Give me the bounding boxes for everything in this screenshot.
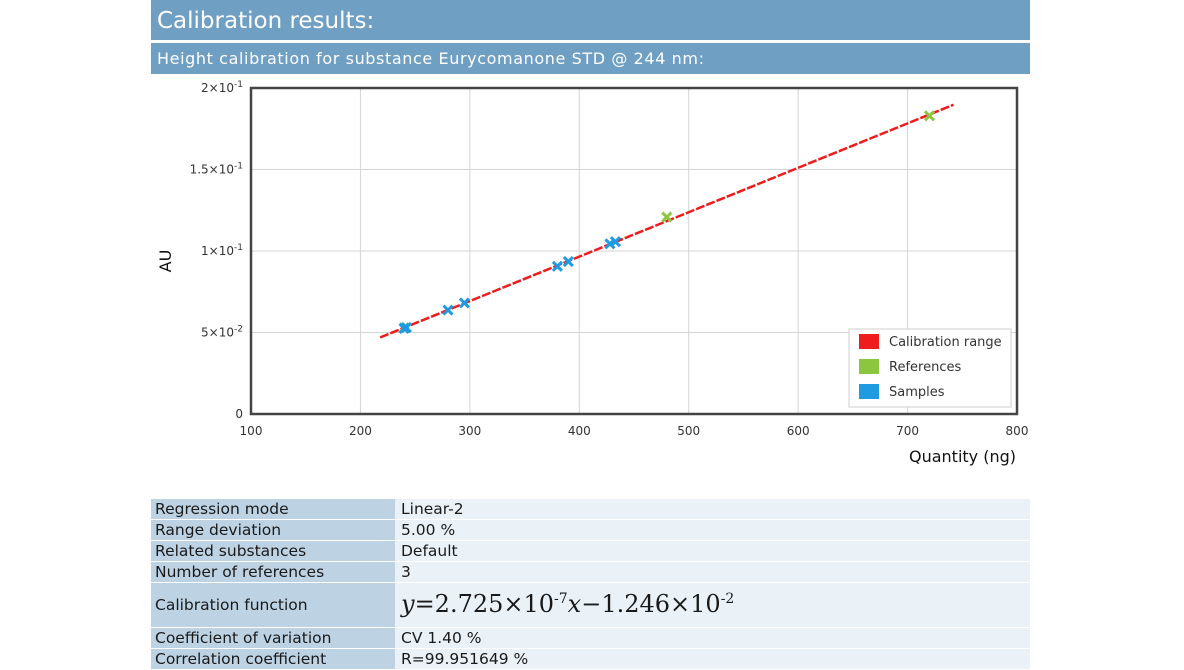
- plot-frame: [249, 86, 1019, 416]
- y-tick-label: 5×10-2: [201, 325, 243, 340]
- chart-legend: Calibration range References Samples: [848, 328, 1012, 408]
- row-value: R=99.951649 %: [395, 649, 1030, 669]
- x-tick-label: 300: [458, 424, 481, 438]
- table-row: Regression mode Linear-2: [151, 499, 1030, 519]
- x-tick-label: 100: [240, 424, 263, 438]
- calibration-formula: y=2.725×10-7x−1.246×10-2: [395, 583, 1030, 627]
- row-label: Correlation coefficient: [151, 649, 395, 669]
- row-label: Related substances: [151, 541, 395, 561]
- samples-point: [562, 256, 574, 268]
- legend-swatch: [859, 359, 879, 374]
- y-tick-label: 1.5×10-1: [190, 162, 243, 177]
- y-tick-labels: 0 5×10-2 1×10-1 1.5×10-1 2×10-1: [190, 80, 243, 421]
- table-row: Range deviation 5.00 %: [151, 520, 1030, 540]
- samples-point: [551, 260, 563, 272]
- chart-subtitle: Height calibration for substance Eurycom…: [151, 43, 1030, 74]
- chart-grid: [251, 88, 1017, 414]
- references-point: [661, 211, 673, 223]
- y-tick-label: 0: [235, 407, 243, 421]
- row-value: CV 1.40 %: [395, 628, 1030, 648]
- samples-point: [442, 304, 454, 316]
- legend-entry: References: [889, 360, 961, 375]
- table-row: Related substances Default: [151, 541, 1030, 561]
- samples-point: [400, 322, 412, 334]
- row-label: Range deviation: [151, 520, 395, 540]
- page-title: Calibration results:: [151, 0, 1030, 40]
- y-axis-label: AU: [156, 250, 175, 273]
- row-label: Coefficient of variation: [151, 628, 395, 648]
- row-label: Number of references: [151, 562, 395, 582]
- calibration-chart: 100 200 300 400 500 600 700 800 0 5×10-2 1×10-1 1.…: [156, 80, 1029, 466]
- data-points: [398, 110, 936, 334]
- table-row: Number of references 3: [151, 562, 1030, 582]
- x-tick-label: 400: [568, 424, 591, 438]
- x-axis-label: Quantity (ng): [909, 447, 1016, 466]
- y-tick-label: 2×10-1: [201, 80, 243, 95]
- results-table: Regression mode Linear-2 Range deviation 5.…: [151, 498, 1030, 670]
- samples-point: [609, 236, 621, 248]
- y-tick-label: 1×10-1: [201, 243, 243, 258]
- references-point: [923, 110, 936, 122]
- x-tick-labels: 100 200 300 400 500 600 700 800: [240, 424, 1029, 438]
- calibration-range-line: [379, 103, 955, 339]
- table-row: Correlation coefficient R=99.951649 %: [151, 649, 1030, 669]
- row-value: Default: [395, 541, 1030, 561]
- calibration-line: [379, 103, 955, 339]
- legend-entry: Samples: [889, 385, 945, 400]
- legend-swatch: [859, 384, 879, 399]
- row-label: Regression mode: [151, 499, 395, 519]
- x-tick-label: 800: [1006, 424, 1029, 438]
- row-value: Linear-2: [395, 499, 1030, 519]
- table-row: Coefficient of variation CV 1.40 %: [151, 628, 1030, 648]
- x-tick-label: 200: [349, 424, 372, 438]
- table-row: Calibration function y=2.725×10-7x−1.246×…: [151, 583, 1030, 627]
- legend-entry: Calibration range: [889, 335, 1002, 350]
- legend-swatch: [859, 334, 879, 349]
- x-tick-label: 600: [787, 424, 810, 438]
- row-value: 5.00 %: [395, 520, 1030, 540]
- samples-point: [458, 297, 470, 309]
- x-tick-label: 700: [896, 424, 919, 438]
- row-label: Calibration function: [151, 583, 395, 627]
- x-tick-label: 500: [677, 424, 700, 438]
- row-value: 3: [395, 562, 1030, 582]
